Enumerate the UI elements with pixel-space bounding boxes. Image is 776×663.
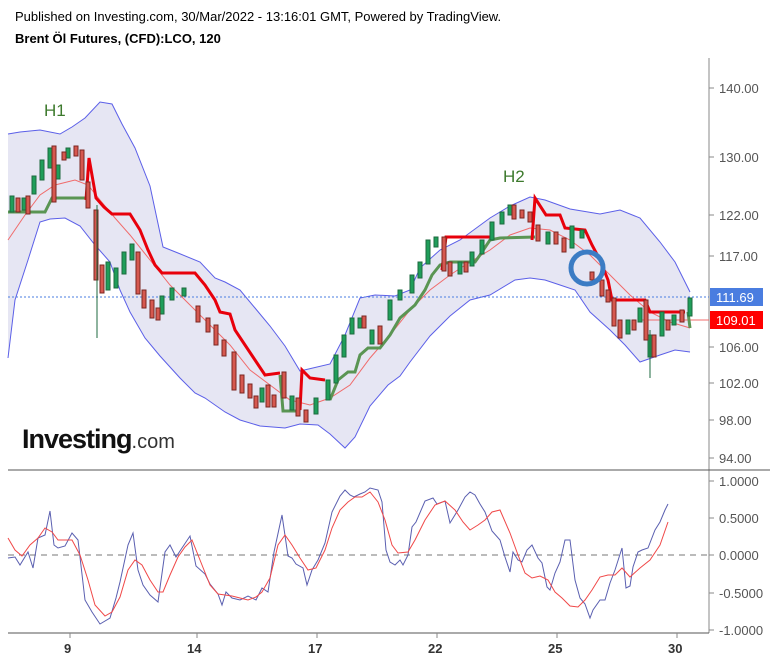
indicator-price-label: 109.01 bbox=[710, 311, 763, 329]
svg-text:22: 22 bbox=[428, 641, 442, 656]
logo-suffix: .com bbox=[131, 431, 175, 453]
supertrend-down-1 bbox=[84, 157, 281, 377]
svg-text:109.01: 109.01 bbox=[716, 313, 756, 328]
published-caption: Published on Investing.com, 30/Mar/2022 … bbox=[15, 9, 502, 24]
svg-text:106.00: 106.00 bbox=[719, 340, 759, 355]
price-axis: 140.00 130.00 122.00 117.00 106.00 102.0… bbox=[709, 81, 759, 466]
bollinger-upper bbox=[7, 101, 691, 372]
circle-marker bbox=[568, 249, 606, 287]
bollinger-band-fill bbox=[8, 102, 690, 448]
svg-text:0.0000: 0.0000 bbox=[719, 548, 759, 563]
investing-logo: Investing.com bbox=[22, 424, 175, 455]
supertrend-down-2 bbox=[298, 366, 326, 411]
bollinger-lower bbox=[7, 217, 691, 449]
annotation-h1: H1 bbox=[44, 101, 66, 120]
oscillator-axis: 1.0000 0.5000 0.0000 -0.5000 -1.0000 bbox=[709, 474, 763, 638]
svg-text:9: 9 bbox=[64, 641, 71, 656]
oscillator-main-line bbox=[7, 487, 669, 625]
last-price-label: 111.69 bbox=[710, 288, 763, 306]
svg-text:-0.5000: -0.5000 bbox=[719, 586, 763, 601]
svg-text:-1.0000: -1.0000 bbox=[719, 623, 763, 638]
svg-text:94.00: 94.00 bbox=[719, 451, 752, 466]
svg-text:102.00: 102.00 bbox=[719, 376, 759, 391]
oscillator-signal-line bbox=[7, 491, 669, 617]
svg-text:130.00: 130.00 bbox=[719, 150, 759, 165]
chart-title: Brent Öl Futures, (CFD):LCO, 120 bbox=[15, 31, 221, 46]
supertrend-up-3 bbox=[328, 235, 536, 401]
svg-text:1.0000: 1.0000 bbox=[719, 474, 759, 489]
annotation-h2: H2 bbox=[503, 167, 525, 186]
svg-text:98.00: 98.00 bbox=[719, 413, 752, 428]
candlesticks bbox=[9, 145, 693, 423]
svg-text:25: 25 bbox=[548, 641, 562, 656]
svg-text:30: 30 bbox=[668, 641, 682, 656]
svg-text:111.69: 111.69 bbox=[716, 290, 754, 305]
logo-brand: Investing bbox=[22, 424, 133, 454]
svg-text:0.5000: 0.5000 bbox=[719, 511, 759, 526]
svg-text:122.00: 122.00 bbox=[719, 208, 759, 223]
supertrend-up-2 bbox=[278, 374, 300, 413]
svg-text:140.00: 140.00 bbox=[719, 81, 759, 96]
svg-text:117.00: 117.00 bbox=[719, 249, 758, 264]
svg-text:17: 17 bbox=[308, 641, 322, 656]
svg-text:14: 14 bbox=[187, 641, 202, 656]
time-axis: 9 14 17 22 25 30 bbox=[64, 633, 682, 656]
